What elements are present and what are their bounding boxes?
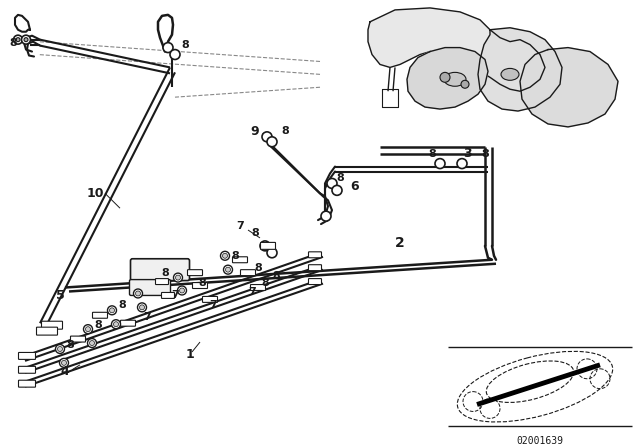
Text: 8: 8 (9, 38, 17, 47)
Circle shape (60, 358, 68, 367)
Circle shape (440, 73, 450, 82)
Text: 8: 8 (198, 278, 206, 288)
Text: 1: 1 (186, 349, 195, 362)
Text: 8: 8 (161, 267, 169, 278)
Circle shape (260, 241, 270, 251)
Text: 7: 7 (236, 221, 244, 231)
Text: 5: 5 (56, 289, 65, 302)
FancyBboxPatch shape (19, 380, 35, 387)
FancyBboxPatch shape (193, 283, 207, 289)
Circle shape (262, 132, 272, 142)
FancyBboxPatch shape (232, 257, 248, 263)
FancyBboxPatch shape (93, 312, 108, 318)
Text: 3: 3 (464, 147, 472, 160)
Circle shape (225, 267, 230, 272)
Circle shape (13, 35, 22, 44)
FancyBboxPatch shape (36, 327, 58, 335)
Circle shape (175, 275, 180, 280)
FancyBboxPatch shape (19, 353, 35, 359)
Text: 8: 8 (261, 278, 269, 288)
Text: 8: 8 (181, 39, 189, 50)
Polygon shape (368, 8, 545, 91)
Text: 02001639: 02001639 (516, 436, 563, 446)
Circle shape (83, 325, 93, 334)
Circle shape (88, 339, 97, 348)
FancyBboxPatch shape (308, 265, 321, 271)
Circle shape (435, 159, 445, 168)
FancyBboxPatch shape (70, 336, 86, 342)
Circle shape (136, 291, 141, 296)
Text: 6: 6 (351, 180, 359, 193)
Text: 2: 2 (395, 236, 405, 250)
FancyBboxPatch shape (161, 293, 175, 298)
Circle shape (327, 178, 337, 188)
Text: 4: 4 (61, 365, 69, 378)
FancyBboxPatch shape (129, 280, 170, 295)
Text: 7: 7 (248, 288, 256, 297)
Text: 10: 10 (86, 187, 104, 200)
FancyBboxPatch shape (156, 279, 168, 284)
Text: 8: 8 (231, 251, 239, 261)
Circle shape (140, 305, 145, 310)
Text: 7: 7 (143, 312, 151, 322)
Text: 8: 8 (336, 173, 344, 184)
Circle shape (109, 308, 115, 313)
Circle shape (86, 327, 90, 332)
Circle shape (221, 251, 230, 260)
FancyBboxPatch shape (241, 270, 255, 276)
FancyBboxPatch shape (260, 242, 275, 250)
FancyBboxPatch shape (131, 259, 189, 280)
Circle shape (134, 289, 143, 298)
Circle shape (267, 248, 277, 258)
Circle shape (108, 306, 116, 315)
Circle shape (61, 360, 67, 365)
Circle shape (138, 303, 147, 312)
Circle shape (457, 159, 467, 168)
FancyBboxPatch shape (42, 321, 63, 329)
Polygon shape (407, 47, 488, 109)
Text: 8: 8 (118, 300, 126, 310)
FancyBboxPatch shape (120, 320, 136, 326)
Circle shape (461, 80, 469, 88)
FancyBboxPatch shape (308, 252, 321, 258)
Circle shape (177, 286, 186, 295)
Text: 8: 8 (281, 126, 289, 136)
Circle shape (179, 288, 184, 293)
Text: 9: 9 (251, 125, 259, 138)
Circle shape (170, 50, 180, 60)
Circle shape (113, 322, 118, 327)
Text: 8: 8 (94, 320, 102, 330)
Text: 7: 7 (171, 290, 179, 301)
FancyBboxPatch shape (19, 366, 35, 373)
Ellipse shape (444, 73, 466, 86)
Circle shape (173, 273, 182, 282)
Text: 8: 8 (66, 340, 74, 350)
Circle shape (267, 137, 277, 147)
Circle shape (58, 346, 63, 352)
Circle shape (90, 340, 95, 345)
Polygon shape (478, 28, 562, 111)
Circle shape (163, 43, 173, 52)
Circle shape (111, 320, 120, 329)
Text: 8: 8 (428, 149, 436, 159)
Circle shape (223, 265, 232, 274)
Ellipse shape (501, 69, 519, 80)
Text: 7: 7 (209, 300, 217, 310)
FancyBboxPatch shape (188, 270, 202, 276)
Text: 8: 8 (272, 271, 280, 280)
Circle shape (321, 211, 331, 221)
Circle shape (223, 253, 227, 258)
Polygon shape (520, 47, 618, 127)
FancyBboxPatch shape (250, 284, 266, 290)
Text: 8: 8 (251, 228, 259, 238)
Circle shape (16, 38, 20, 42)
Circle shape (22, 35, 31, 44)
Circle shape (332, 185, 342, 195)
FancyBboxPatch shape (308, 279, 321, 284)
Text: 8: 8 (481, 149, 489, 159)
Circle shape (24, 38, 28, 42)
Text: 8: 8 (254, 263, 262, 273)
Circle shape (56, 345, 65, 353)
FancyBboxPatch shape (202, 297, 218, 302)
